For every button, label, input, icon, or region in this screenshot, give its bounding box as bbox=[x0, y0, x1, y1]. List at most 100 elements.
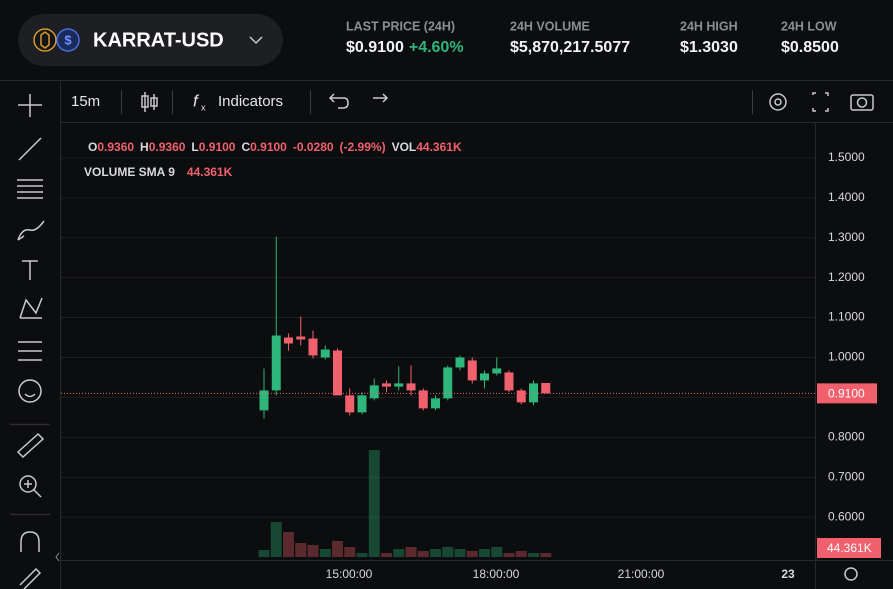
volume-bar bbox=[295, 543, 307, 557]
settings[interactable] bbox=[769, 93, 787, 111]
x-tick-label: 23 bbox=[781, 567, 795, 581]
volume-bar bbox=[393, 549, 405, 557]
y-tick-label: 1.1000 bbox=[828, 310, 865, 324]
y-tick-label: 1.3000 bbox=[828, 230, 865, 244]
legend-change: -0.0280 bbox=[293, 140, 334, 154]
y-tick-label: 0.7000 bbox=[828, 469, 865, 483]
volume-bar bbox=[479, 549, 490, 557]
settings-core bbox=[774, 98, 782, 106]
pattern-tool[interactable] bbox=[19, 297, 43, 319]
candle-body bbox=[296, 336, 306, 340]
candle-body bbox=[480, 373, 489, 381]
collapse-sidebar[interactable] bbox=[55, 552, 60, 562]
candle-body bbox=[345, 395, 355, 413]
volume-bar bbox=[466, 551, 478, 557]
legend-key: L bbox=[191, 140, 198, 154]
volume-bar bbox=[454, 549, 466, 557]
candle-body bbox=[431, 398, 440, 409]
ohlc-legend: O0.9360 H0.9360 L0.9100 C0.9100 -0.0280 (-2.9… bbox=[88, 140, 462, 154]
forecast-tool[interactable] bbox=[18, 341, 42, 361]
trend-line[interactable] bbox=[18, 137, 42, 161]
x-tick-label: 18:00:00 bbox=[473, 567, 520, 581]
candle-body bbox=[357, 395, 367, 413]
fullscreen[interactable] bbox=[812, 92, 829, 112]
crosshair[interactable] bbox=[18, 94, 42, 117]
indicators-button[interactable]: Indicators bbox=[218, 93, 283, 110]
candle-body bbox=[382, 383, 391, 387]
screenshot[interactable] bbox=[850, 94, 874, 111]
volume-bar bbox=[405, 547, 417, 557]
volume-tag bbox=[817, 538, 881, 558]
candle-body bbox=[308, 338, 318, 356]
drawing-tools bbox=[10, 94, 50, 589]
redo[interactable] bbox=[373, 93, 389, 103]
legend-value: 0.9360 bbox=[97, 140, 134, 154]
legend-value: 44.361K bbox=[416, 140, 462, 154]
last-price: $0.9100 bbox=[346, 39, 404, 56]
volume-bar bbox=[442, 547, 454, 557]
volume-bar bbox=[540, 552, 552, 557]
candle-body bbox=[418, 390, 428, 409]
candle-body bbox=[284, 337, 293, 344]
legend-change-pct: (-2.99%) bbox=[340, 140, 386, 154]
base-icon bbox=[33, 28, 57, 52]
legend-value: 0.9100 bbox=[250, 140, 287, 154]
candle-body bbox=[455, 357, 465, 368]
candle-body bbox=[516, 390, 526, 403]
pair-selector[interactable] bbox=[18, 14, 283, 66]
ruler[interactable] bbox=[16, 432, 45, 459]
interval[interactable]: 15m bbox=[71, 93, 100, 110]
stat-label: 24H VOLUME bbox=[510, 19, 590, 33]
fx-icon[interactable]: f bbox=[193, 91, 200, 110]
stat-value: $0.9100 +4.60% bbox=[346, 39, 464, 56]
base-icon-glyph bbox=[40, 31, 50, 49]
volume-bar bbox=[258, 550, 270, 557]
candle-body bbox=[529, 383, 538, 403]
quote-icon bbox=[56, 28, 80, 52]
volume-bar bbox=[332, 541, 343, 557]
zoom-tool[interactable] bbox=[19, 475, 37, 493]
candle-body bbox=[271, 335, 281, 391]
stat-value: $5,870,217.5077 bbox=[510, 39, 630, 56]
volume-bar bbox=[319, 549, 331, 557]
candle-body bbox=[333, 350, 342, 396]
plot: 1.50001.40001.30001.20001.10001.00000.90… bbox=[61, 150, 881, 558]
screenshot-lens bbox=[856, 97, 868, 108]
pair-chevron[interactable] bbox=[249, 36, 263, 45]
candle-body bbox=[541, 383, 551, 394]
fx-icon-sub: x bbox=[201, 102, 206, 112]
volume-bar bbox=[356, 553, 368, 557]
axis-settings[interactable] bbox=[844, 567, 858, 581]
candle-body bbox=[320, 349, 330, 358]
y-tick-label: 1.0000 bbox=[828, 350, 865, 364]
fib-tool[interactable] bbox=[17, 179, 43, 199]
lock-tool[interactable] bbox=[19, 567, 42, 589]
legend-value: 0.9360 bbox=[149, 140, 186, 154]
y-tick-label: 1.4000 bbox=[828, 190, 865, 204]
candle-body bbox=[492, 368, 502, 374]
emoji-tool[interactable] bbox=[18, 379, 42, 403]
brush[interactable] bbox=[17, 220, 45, 241]
volume-bar bbox=[528, 553, 539, 557]
undo[interactable] bbox=[328, 93, 349, 109]
volume-bar bbox=[307, 545, 319, 557]
candle-body bbox=[467, 360, 477, 381]
y-tick-label: 0.8000 bbox=[828, 429, 865, 443]
price-change: +4.60% bbox=[409, 39, 464, 56]
volume-bar bbox=[503, 553, 515, 557]
stat-value: $1.3030 bbox=[680, 39, 738, 56]
text-tool[interactable] bbox=[22, 260, 38, 280]
candle-body bbox=[259, 390, 269, 411]
volume-bar bbox=[417, 551, 429, 557]
volume-bar bbox=[270, 522, 282, 557]
y-tick-label: 1.2000 bbox=[828, 270, 865, 284]
x-tick-label: 15:00:00 bbox=[326, 567, 373, 581]
candle-type-icon[interactable] bbox=[141, 92, 158, 112]
volume-bar bbox=[283, 532, 294, 557]
volume-bar bbox=[491, 547, 503, 557]
quote-icon-glyph: $ bbox=[64, 32, 72, 47]
sma-value: 44.361K bbox=[187, 165, 233, 179]
magnet[interactable] bbox=[20, 531, 40, 552]
